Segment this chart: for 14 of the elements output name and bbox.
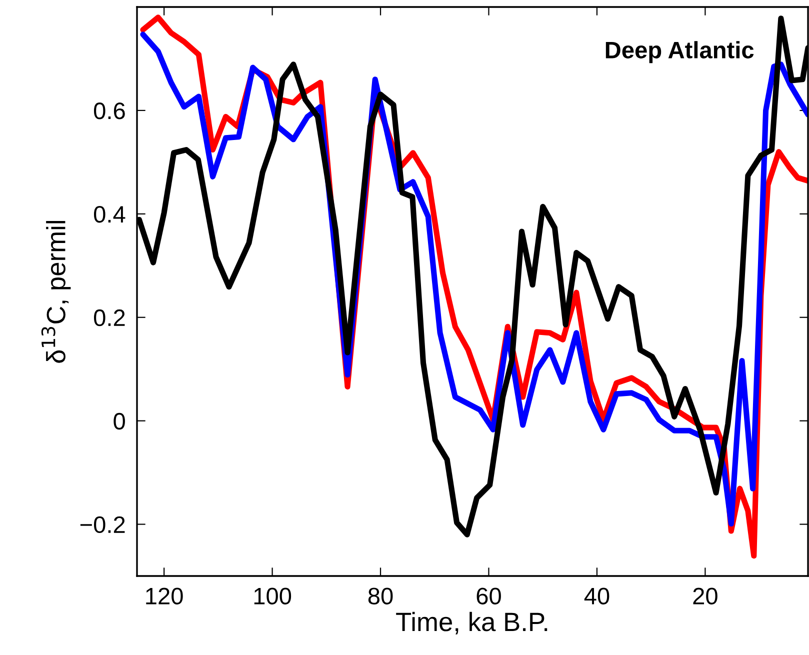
x-tick-label: 40 <box>584 588 610 604</box>
y-tick-label: 0 <box>114 412 125 430</box>
y-tick-label: 0.4 <box>94 206 126 223</box>
x-tick-label: 80 <box>368 588 393 604</box>
y-axis-title: δ$^{13}$C, permil <box>41 220 71 363</box>
x-tick-label: 60 <box>476 588 501 604</box>
x-tick-label: 100 <box>254 588 292 604</box>
y-tick-label: 0.2 <box>94 309 125 326</box>
y-tick-label: 0.6 <box>94 102 125 120</box>
x-axis-title: Time, ka B.P. <box>396 612 548 634</box>
x-tick-label: 20 <box>693 588 718 604</box>
x-tick-label: 120 <box>146 588 183 604</box>
y-tick-label: −0.2 <box>80 516 125 534</box>
annotation: Deep Atlantic <box>606 41 754 64</box>
